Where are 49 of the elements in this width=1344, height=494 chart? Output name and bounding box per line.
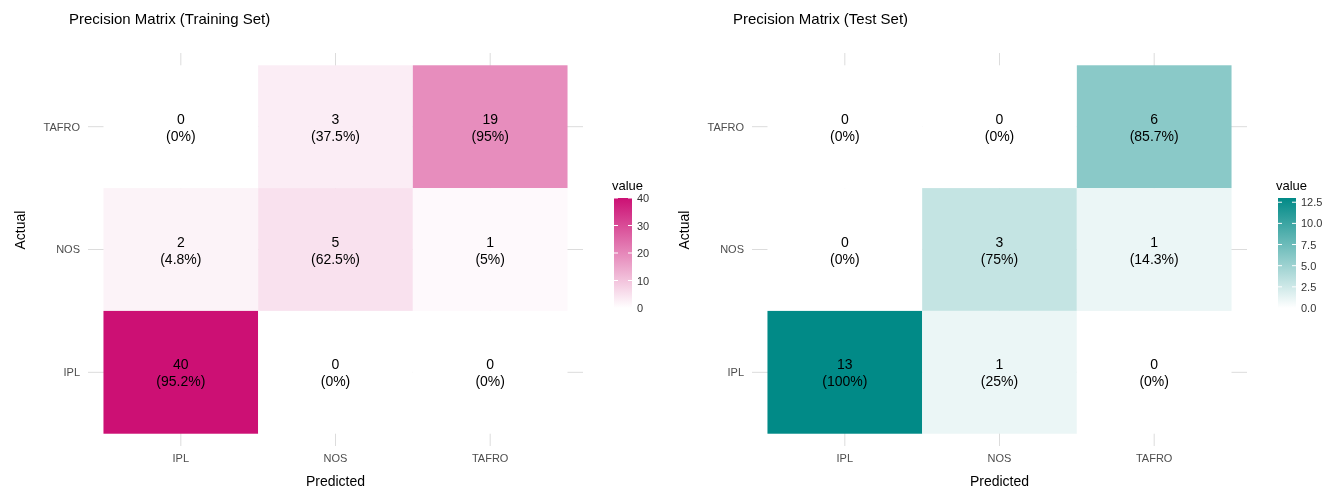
- color-bar-label: 30: [637, 219, 650, 232]
- color-bar-label: 10: [637, 274, 650, 287]
- x-tick-label: TAFRO: [471, 451, 509, 464]
- data-label: 3 (75%): [980, 233, 1019, 267]
- data-label: 0 (0%): [830, 233, 860, 267]
- data-label: 0 (0%): [166, 110, 196, 144]
- data-label: 19 (95%): [471, 110, 509, 144]
- chart-title: Precision Matrix (Training Set): [69, 10, 271, 27]
- y-axis-title: Actual: [11, 210, 28, 250]
- y-tick-label: IPL: [63, 366, 80, 379]
- data-label: 2 (4.8%): [160, 233, 202, 267]
- data-label: 5 (62.5%): [310, 233, 361, 267]
- chart-title: Precision Matrix (Test Set): [733, 10, 909, 27]
- data-label: 0 (0%): [1139, 356, 1169, 390]
- x-axis-title: Predicted: [969, 473, 1030, 489]
- data-label: 0 (0%): [475, 356, 505, 390]
- color-bar-label: 7.5: [1301, 238, 1317, 251]
- x-tick-label: IPL: [172, 451, 190, 464]
- data-label: 0 (0%): [830, 110, 860, 144]
- color-bar-label: 0.0: [1301, 302, 1317, 314]
- y-tick-label: TAFRO: [707, 120, 745, 133]
- y-tick-label: IPL: [727, 366, 744, 379]
- x-tick-label: TAFRO: [1135, 451, 1173, 464]
- data-label: 40 (95.2%): [156, 356, 206, 390]
- color-bar-label: 5.0: [1301, 259, 1317, 272]
- x-tick-label: NOS: [323, 451, 348, 464]
- data-label: 1 (14.3%): [1129, 233, 1179, 267]
- color-bar-title: value: [1276, 178, 1308, 193]
- data-label: 13 (100%): [822, 356, 868, 390]
- color-bar-label: 10.0: [1301, 217, 1323, 230]
- color-bar-title: value: [612, 178, 644, 193]
- data-label: 3 (37.5%): [310, 110, 361, 144]
- data-label: 6 (85.7%): [1129, 110, 1179, 144]
- color-bar-label: 20: [637, 247, 650, 259]
- y-tick-label: NOS: [720, 243, 744, 256]
- data-label: 1 (5%): [475, 233, 505, 267]
- data-label: 0 (0%): [320, 356, 351, 390]
- color-bar-label: 0: [637, 302, 644, 314]
- color-bar-label: 12.5: [1301, 196, 1323, 209]
- x-tick-label: IPL: [836, 451, 854, 464]
- data-label: 0 (0%): [984, 110, 1015, 144]
- y-tick-label: TAFRO: [43, 120, 81, 133]
- x-axis-title: Predicted: [305, 473, 366, 489]
- color-bar-label: 2.5: [1301, 280, 1317, 293]
- data-label: 1 (25%): [980, 356, 1019, 390]
- color-bar-label: 40: [637, 192, 650, 204]
- x-tick-label: NOS: [987, 451, 1012, 464]
- y-tick-label: NOS: [56, 243, 80, 256]
- y-axis-title: Actual: [675, 210, 692, 250]
